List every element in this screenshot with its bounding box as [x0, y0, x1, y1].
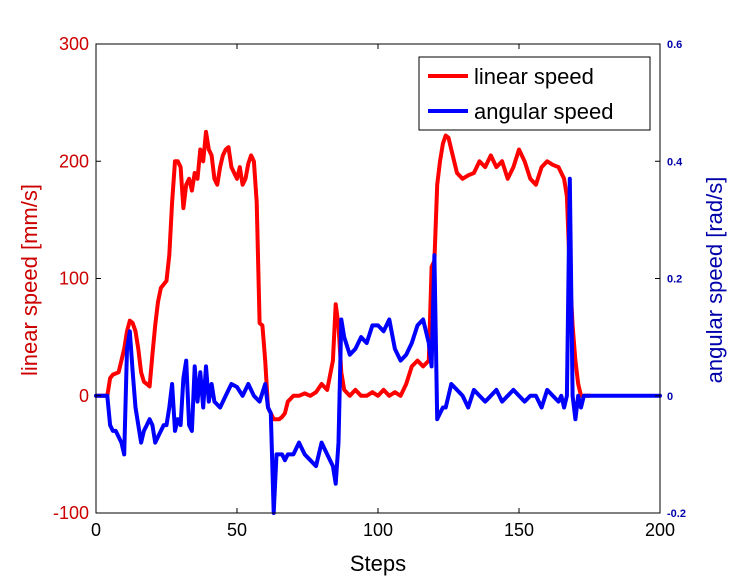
- series-layer: [94, 129, 662, 515]
- series-line-linear-speed: [94, 129, 592, 422]
- y-right-tick-label: -0.2: [667, 508, 686, 520]
- legend-label-angular: angular speed: [474, 99, 613, 124]
- legend-box: [418, 56, 651, 131]
- x-tick-label: 0: [91, 520, 101, 540]
- y-right-tick-label: 0.6: [667, 39, 682, 51]
- y-left-tick-label: -100: [53, 503, 89, 523]
- y-left-tick-label: 200: [59, 151, 89, 171]
- y-axis-left-title: linear speed [mm/s]: [17, 184, 42, 376]
- x-tick-label: 200: [645, 520, 675, 540]
- y-right-tick-label: 0: [667, 391, 673, 403]
- y-left-tick-label: 100: [59, 269, 89, 289]
- series-line-angular-speed: [94, 176, 662, 515]
- y-axis-right-title: angular speed [rad/s]: [702, 177, 727, 384]
- y-right-tick-label: 0.2: [667, 274, 682, 286]
- y-left-tick-label: 0: [79, 386, 89, 406]
- y-left-tick-label: 300: [59, 34, 89, 54]
- y-right-tick-label: 0.4: [667, 156, 683, 168]
- legend-label-linear: linear speed: [474, 64, 594, 89]
- x-axis-title: Steps: [350, 551, 406, 576]
- x-tick-label: 100: [363, 520, 393, 540]
- x-tick-label: 150: [504, 520, 534, 540]
- legend: linear speed angular speed: [418, 56, 651, 131]
- x-tick-label: 50: [227, 520, 247, 540]
